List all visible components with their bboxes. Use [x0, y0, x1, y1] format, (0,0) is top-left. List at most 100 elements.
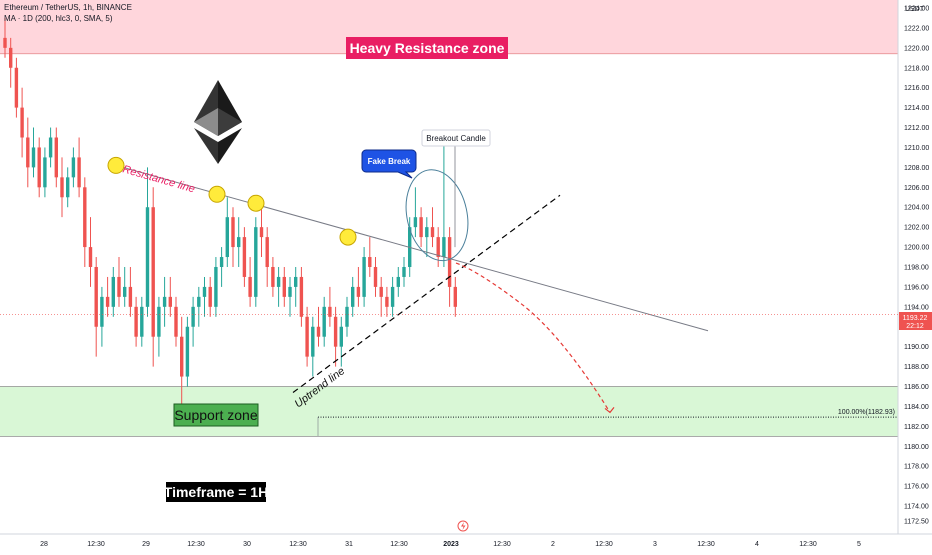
breakout-candle-label: Breakout Candle	[421, 129, 491, 147]
candle	[140, 296, 144, 347]
indicator-legend: MA · 1D (200, hlc3, 0, SMA, 5)	[4, 14, 113, 23]
candle	[185, 316, 190, 387]
lightning-icon[interactable]	[457, 520, 469, 532]
time-tick-label: 28	[40, 541, 48, 548]
time-tick-label: 30	[243, 541, 251, 548]
candle	[288, 276, 292, 317]
candle-body	[231, 217, 235, 248]
svg-text:Fake Break: Fake Break	[368, 157, 411, 166]
candle	[48, 127, 53, 168]
time-tick-label: 2023	[443, 541, 459, 548]
candle-body	[453, 286, 457, 307]
candle	[447, 227, 452, 307]
ethereum-logo-icon	[194, 80, 242, 164]
candle-body	[379, 286, 383, 297]
candle-body	[396, 276, 400, 287]
candle	[453, 276, 457, 317]
candle	[71, 147, 76, 188]
candle	[128, 266, 133, 317]
candle-body	[271, 266, 275, 287]
projection-arrow-icon	[604, 407, 615, 414]
candle-body	[3, 37, 7, 48]
price-tick-label: 1178.00	[904, 464, 929, 471]
fib-level-label: 100.00%(1182.93)	[838, 409, 895, 416]
candle	[402, 257, 406, 287]
candle-body	[447, 237, 452, 287]
candle-body	[390, 286, 395, 307]
candle	[14, 57, 19, 118]
time-tick-label: 12:30	[595, 541, 613, 548]
candle-body	[436, 237, 440, 258]
candle-body	[254, 227, 258, 297]
candle-body	[43, 157, 47, 188]
candle	[396, 266, 400, 297]
candle	[214, 257, 218, 317]
candle-body	[202, 286, 207, 297]
candle-body	[191, 306, 195, 327]
candle	[20, 87, 24, 158]
candle-body	[48, 137, 53, 158]
candle	[3, 17, 7, 58]
time-tick-label: 5	[857, 541, 861, 548]
svg-text:Breakout Candle: Breakout Candle	[426, 134, 486, 143]
candle	[191, 296, 195, 347]
time-axis[interactable]: 28 12:30 29 12:30 30 12:30 31 12:30 2023 12:30 2 12…	[40, 541, 861, 548]
candle	[368, 237, 372, 277]
price-tick-label: 1218.00	[904, 65, 929, 72]
candle-body	[305, 316, 309, 357]
candle-body	[276, 276, 281, 287]
price-tick-label: 1174.00	[904, 504, 929, 511]
price-tick-label: 1208.00	[904, 165, 929, 172]
price-tick-label: 1196.00	[904, 284, 929, 291]
candle	[259, 207, 264, 258]
time-tick-label: 12:30	[390, 541, 408, 548]
candle	[208, 276, 212, 317]
candle-body	[373, 266, 378, 287]
candle-body	[185, 326, 190, 377]
candle-body	[328, 306, 332, 317]
candle-body	[88, 247, 93, 267]
candle-body	[128, 286, 133, 307]
price-tick-label: 1180.00	[904, 444, 929, 451]
candle	[219, 247, 224, 287]
candle-body	[26, 137, 30, 168]
timeframe-label: Timeframe = 1H	[164, 482, 268, 502]
svg-text:Timeframe = 1H: Timeframe = 1H	[164, 484, 268, 500]
candle	[345, 296, 349, 337]
candle-body	[265, 237, 269, 267]
candle-body	[94, 266, 98, 327]
candle-body	[248, 276, 252, 297]
candle	[26, 117, 30, 188]
heavy-resistance-label: Heavy Resistance zone	[346, 37, 508, 59]
candle-body	[105, 296, 110, 307]
candle-body	[419, 217, 423, 238]
price-axis[interactable]: 1172.50 1174.00 1176.00 1178.00 1180.00 1182.…	[904, 6, 929, 526]
candle	[265, 227, 269, 287]
candle	[248, 257, 252, 307]
price-tick-label: 1198.00	[904, 264, 929, 271]
candle	[105, 276, 110, 317]
candle	[180, 316, 184, 407]
candle-body	[208, 286, 212, 307]
candle	[305, 306, 309, 367]
price-tick-label: 1210.00	[904, 145, 929, 152]
candle-body	[197, 296, 201, 307]
candle	[362, 247, 366, 307]
candle-body	[111, 276, 115, 307]
candle-body	[123, 286, 127, 297]
candle-body	[333, 316, 338, 347]
price-tick-label: 1194.00	[904, 304, 929, 311]
candle	[294, 266, 298, 307]
candle-body	[299, 276, 304, 317]
candle	[66, 167, 70, 208]
candle-body	[162, 296, 167, 307]
candle-body	[140, 306, 144, 337]
candle-body	[430, 227, 435, 238]
candle-body	[83, 187, 87, 248]
candle-body	[288, 286, 292, 297]
price-tick-label: 1176.00	[904, 484, 929, 491]
candle	[111, 266, 115, 317]
candle-body	[134, 306, 138, 337]
